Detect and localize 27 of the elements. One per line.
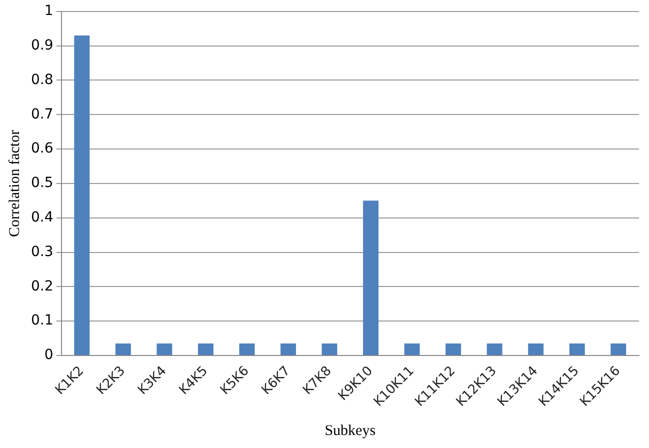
y-tick-label: 0.7	[31, 106, 54, 122]
y-tick-label: 0	[44, 347, 54, 364]
bar	[74, 35, 90, 356]
bar	[404, 343, 420, 356]
y-tick-label: 0.1	[31, 312, 54, 329]
bar	[528, 343, 544, 356]
y-tick-label: 0.4	[31, 210, 54, 226]
bar	[115, 343, 131, 356]
y-tick-label: 0.3	[31, 244, 54, 260]
y-tick-label: 0.6	[31, 140, 54, 157]
bar	[198, 343, 214, 356]
x-axis-title: Subkeys	[324, 422, 376, 439]
bar	[280, 343, 296, 356]
y-axis-title: Correlation factor	[6, 130, 23, 237]
y-tick-label: 1	[44, 3, 54, 20]
y-tick-label: 0.5	[31, 175, 54, 192]
bar	[156, 343, 172, 356]
bar	[239, 343, 255, 356]
bar	[569, 343, 585, 356]
bar	[610, 343, 626, 356]
bar	[322, 343, 338, 356]
bar	[486, 343, 502, 356]
bar	[363, 200, 379, 356]
y-tick-label: 0.9	[31, 37, 54, 54]
y-tick-label: 0.8	[31, 72, 54, 88]
y-tick-label: 0.2	[31, 278, 54, 294]
bar	[446, 343, 462, 356]
